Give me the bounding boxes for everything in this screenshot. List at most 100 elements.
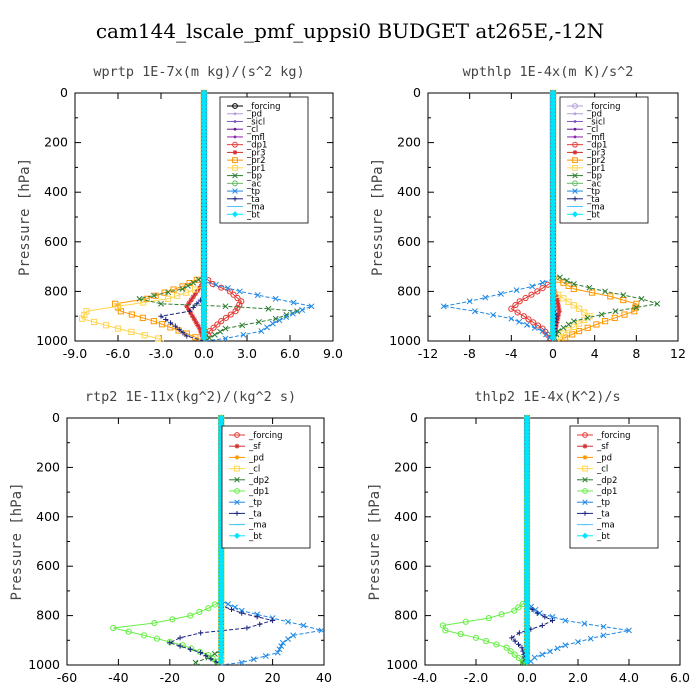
data-point [238,298,245,305]
data-point [217,328,224,335]
y-tick-label: 400 [394,509,418,524]
data-point [620,296,627,304]
x-tick-label: 6.0 [670,670,690,685]
data-point [272,315,279,322]
data-point [581,316,588,324]
legend-label: _pr2 [586,156,606,166]
data-point [189,313,196,319]
data-point [539,284,546,292]
legend-label: _ma [246,203,265,213]
data-point [254,292,261,299]
data-point [244,625,250,631]
data-point [534,288,541,295]
panel-3: rtp2 1E-11x(kg^2)/(kg^2 s) Pressure [hPa]… [9,389,332,685]
y-tick-label: 200 [44,135,68,150]
y-tick-label: 800 [44,283,68,298]
data-point [565,321,572,328]
data-point [222,325,229,332]
data-point [471,308,478,315]
x-tick-label: 12 [670,346,686,361]
data-point [601,318,609,325]
data-point [139,299,147,306]
data-point [556,274,563,281]
data-point [584,324,591,331]
series-bt [200,89,208,341]
data-point [214,321,221,328]
data-point [514,309,521,316]
data-point [555,328,562,335]
data-point [128,311,135,318]
legend-entry: _mfl [227,133,265,143]
legend-label: _ma [248,521,267,531]
series-line [113,418,222,666]
data-point [555,299,561,305]
data-point [234,294,241,302]
data-point [136,295,143,302]
legend-label: _ma [586,203,605,213]
series-bt [549,89,557,341]
data-point [482,294,489,301]
series-line [443,93,554,342]
series-line [81,93,205,342]
x-tick-label: 4.0 [619,670,639,685]
data-point [508,315,515,322]
legend-label: _pr2 [246,156,266,166]
legend-label: _mfl [586,133,605,143]
data-point [654,300,661,307]
data-point [206,334,213,341]
data-point [529,283,536,290]
data-point [270,617,276,624]
legend-label: _dp1 [586,141,607,151]
series-ta [158,90,207,342]
data-point [490,312,497,318]
panel-4: thlp2 1E-4x(K^2)/s Pressure [hPa] 0 200 400 6… [367,389,690,685]
data-point [158,313,164,319]
y-tick-label: 200 [397,135,421,150]
data-point [240,331,247,338]
x-tick-label: -6.0 [106,346,130,361]
y-tick-label: 600 [397,234,421,249]
data-point [190,279,197,286]
legend-entry: _bp [227,172,262,182]
legend-entry: _cl [567,125,598,135]
data-point [150,292,157,299]
legend-label: _pd [248,453,264,463]
legend-entry: _pr3 [227,148,266,158]
legend-label: _dp2 [248,476,269,486]
panel-title: thlp2 1E-4x(K^2)/s [474,389,620,405]
data-point [565,298,572,305]
x-tick-label: 0.0 [194,346,214,361]
y-tick-label: 800 [36,608,60,623]
data-point [611,314,618,321]
data-point [195,322,201,329]
legend-entry: _forcing [567,102,621,112]
data-point [555,312,562,318]
legend-label: _ta [248,509,262,519]
legend: _forcing_sf_pd _cl_dp2_dp1_tp_ta _ma_bt [221,425,311,549]
data-point [570,281,577,287]
x-tick-label: 0.0 [517,670,537,685]
legend-entry: _forcing [227,102,281,112]
legend-label: _sicl [246,117,265,127]
legend-label: _sicl [586,117,605,127]
data-point [218,284,225,291]
data-point [553,323,559,329]
legend-entry: _tp [227,187,260,197]
y-tick-label: 800 [397,283,421,298]
figure-title: cam144_lscale_pmf_uppsi0 BUDGET at265E,-… [96,19,604,43]
data-point [581,309,588,316]
x-tick-label: -8 [463,346,476,361]
legend-entry: _bt [227,210,261,220]
data-point [228,606,235,613]
legend-label: _bt [586,210,601,220]
legend-entry: _pd [567,110,602,120]
legend: _forcing_pd_sicl_cl_mfl_dp1_pr3_pr2_pr1_… [219,96,309,224]
legend-entry: _sicl [227,117,265,127]
legend-entry: _sicl [567,117,605,127]
series-tp [440,90,556,342]
legend-entry: _pr2 [227,156,266,166]
data-point [620,292,627,299]
data-point [542,614,548,620]
data-point [200,334,208,341]
